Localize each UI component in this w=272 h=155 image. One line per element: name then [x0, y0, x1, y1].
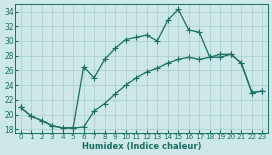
- X-axis label: Humidex (Indice chaleur): Humidex (Indice chaleur): [82, 142, 201, 151]
